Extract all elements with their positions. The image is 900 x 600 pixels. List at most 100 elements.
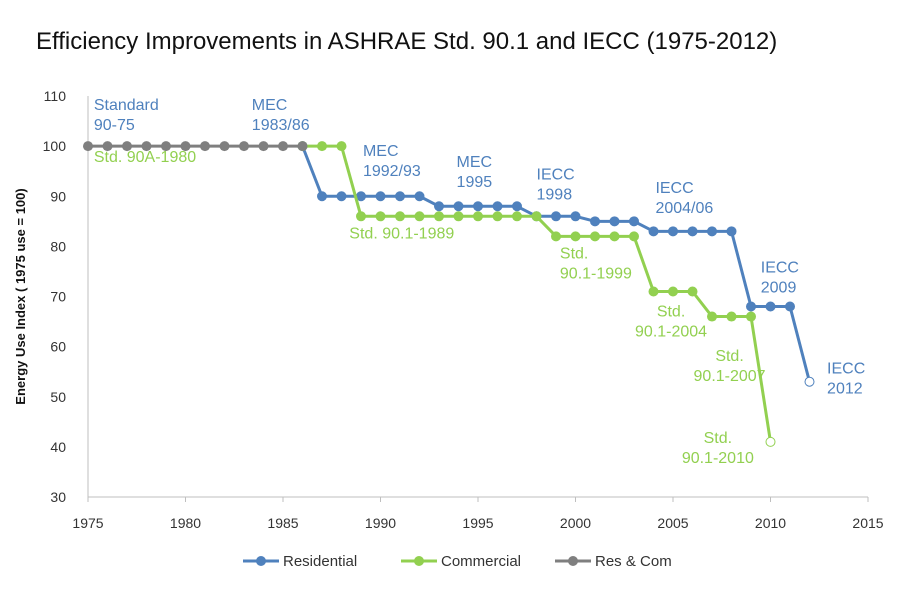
data-point-commercial [492,211,503,222]
y-tick-label: 60 [50,339,66,355]
data-point-commercial [414,211,425,222]
annotation-label: IECC 1998 [537,167,575,204]
data-point-commercial [395,211,405,222]
data-point-commercial [570,231,581,242]
data-point-res-com [239,141,249,152]
legend-swatch-marker [256,556,266,566]
data-point-residential [512,201,522,212]
data-point-residential [414,191,425,202]
data-point-commercial [707,311,717,322]
annotation-line: 1998 [537,187,573,204]
data-point-commercial [668,286,678,297]
data-point-res-com [102,141,113,152]
data-point-commercial [453,211,464,222]
data-point-commercial [648,286,659,297]
annotation-label: Std. 90.1-2004 [635,304,707,341]
y-tick-label: 30 [50,489,66,505]
data-point-residential [629,216,639,227]
annotation-label: MEC 1983/86 [252,97,310,134]
legend-swatch-marker [568,556,578,566]
data-point-residential [395,191,405,202]
annotation-line: IECC [655,180,693,197]
y-tick-label: 80 [50,238,66,254]
annotation-label: IECC 2004/06 [655,180,713,217]
annotation-line: Std. [704,430,732,447]
data-point-residential [726,226,737,237]
data-point-commercial [765,436,776,447]
data-point-res-com [161,141,171,152]
data-point-commercial [629,231,639,242]
annotation-line: 90.1-1999 [560,265,632,282]
data-point-residential [356,191,366,202]
x-tick-label: 1980 [170,515,201,531]
annotation-label: MEC 1992/93 [363,143,421,180]
legend-label: Residential [283,553,357,570]
x-tick-label: 1975 [72,515,103,531]
annotation-line: 2009 [761,279,797,296]
annotation-label: Std. 90.1-1999 [560,245,632,282]
y-tick-label: 50 [50,389,66,405]
data-point-residential [785,301,795,312]
annotation-line: 2004/06 [655,200,713,217]
data-point-res-com [219,141,230,152]
annotation-line: 90.1-2010 [682,450,754,467]
data-point-res-com [200,141,210,152]
annotation-line: IECC [827,361,865,378]
data-point-residential [336,191,347,202]
annotation-line: 90.1-2007 [694,368,766,385]
data-point-residential [765,301,776,312]
data-point-commercial [746,311,756,322]
data-point-commercial [726,311,737,322]
y-axis-label: Energy Use Index ( 1975 use = 100) [13,188,28,404]
data-point-residential [492,201,503,212]
data-point-residential [453,201,464,212]
data-point-commercial [473,211,483,222]
annotation-line: 1992/93 [363,163,421,180]
data-point-residential [590,216,600,227]
data-point-residential [668,226,678,237]
annotation-line: 1995 [457,174,493,191]
data-point-residential [434,201,444,212]
data-point-res-com [122,141,132,152]
annotation-line: 2012 [827,381,863,398]
data-point-commercial [512,211,522,222]
annotation-label: IECC 2009 [761,259,799,296]
data-point-res-com [180,141,191,152]
legend-label: Commercial [441,553,521,570]
annotation-line: Std. [715,348,743,365]
chart-title: Efficiency Improvements in ASHRAE Std. 9… [36,28,778,55]
x-tick-label: 1995 [462,515,493,531]
data-point-residential [551,211,561,222]
data-point-commercial [336,141,347,152]
data-point-commercial [434,211,444,222]
annotation-line: 90-75 [94,117,135,134]
data-point-commercial [687,286,698,297]
data-point-residential [570,211,581,222]
x-tick-label: 2015 [852,515,883,531]
annotation-label: Std. 90.1-2010 [682,430,754,467]
annotation-line: Standard [94,97,159,114]
x-tick-label: 2000 [560,515,591,531]
x-tick-label: 1985 [267,515,298,531]
annotation-label: MEC 1995 [457,154,493,191]
annotation-line: MEC [252,97,288,114]
annotation-label: Standard 90-75 [94,97,159,134]
annotation-line: 90.1-2004 [635,324,707,341]
data-point-residential [707,226,717,237]
annotation-line: Std. [560,245,588,262]
data-point-commercial [317,141,327,152]
y-tick-label: 70 [50,289,66,305]
y-tick-label: 100 [43,138,67,154]
x-tick-label: 1990 [365,515,396,531]
annotation-line: MEC [457,154,493,171]
data-point-residential [473,201,483,212]
data-point-commercial [356,211,366,222]
annotation-label: Std. 90.1-1989 [349,225,454,242]
data-point-res-com [141,141,152,152]
annotation-line: Std. 90.1-1989 [349,225,454,242]
data-point-residential [687,226,698,237]
annotation-line: MEC [363,143,399,160]
data-point-commercial [551,231,561,242]
y-tick-label: 40 [50,439,66,455]
